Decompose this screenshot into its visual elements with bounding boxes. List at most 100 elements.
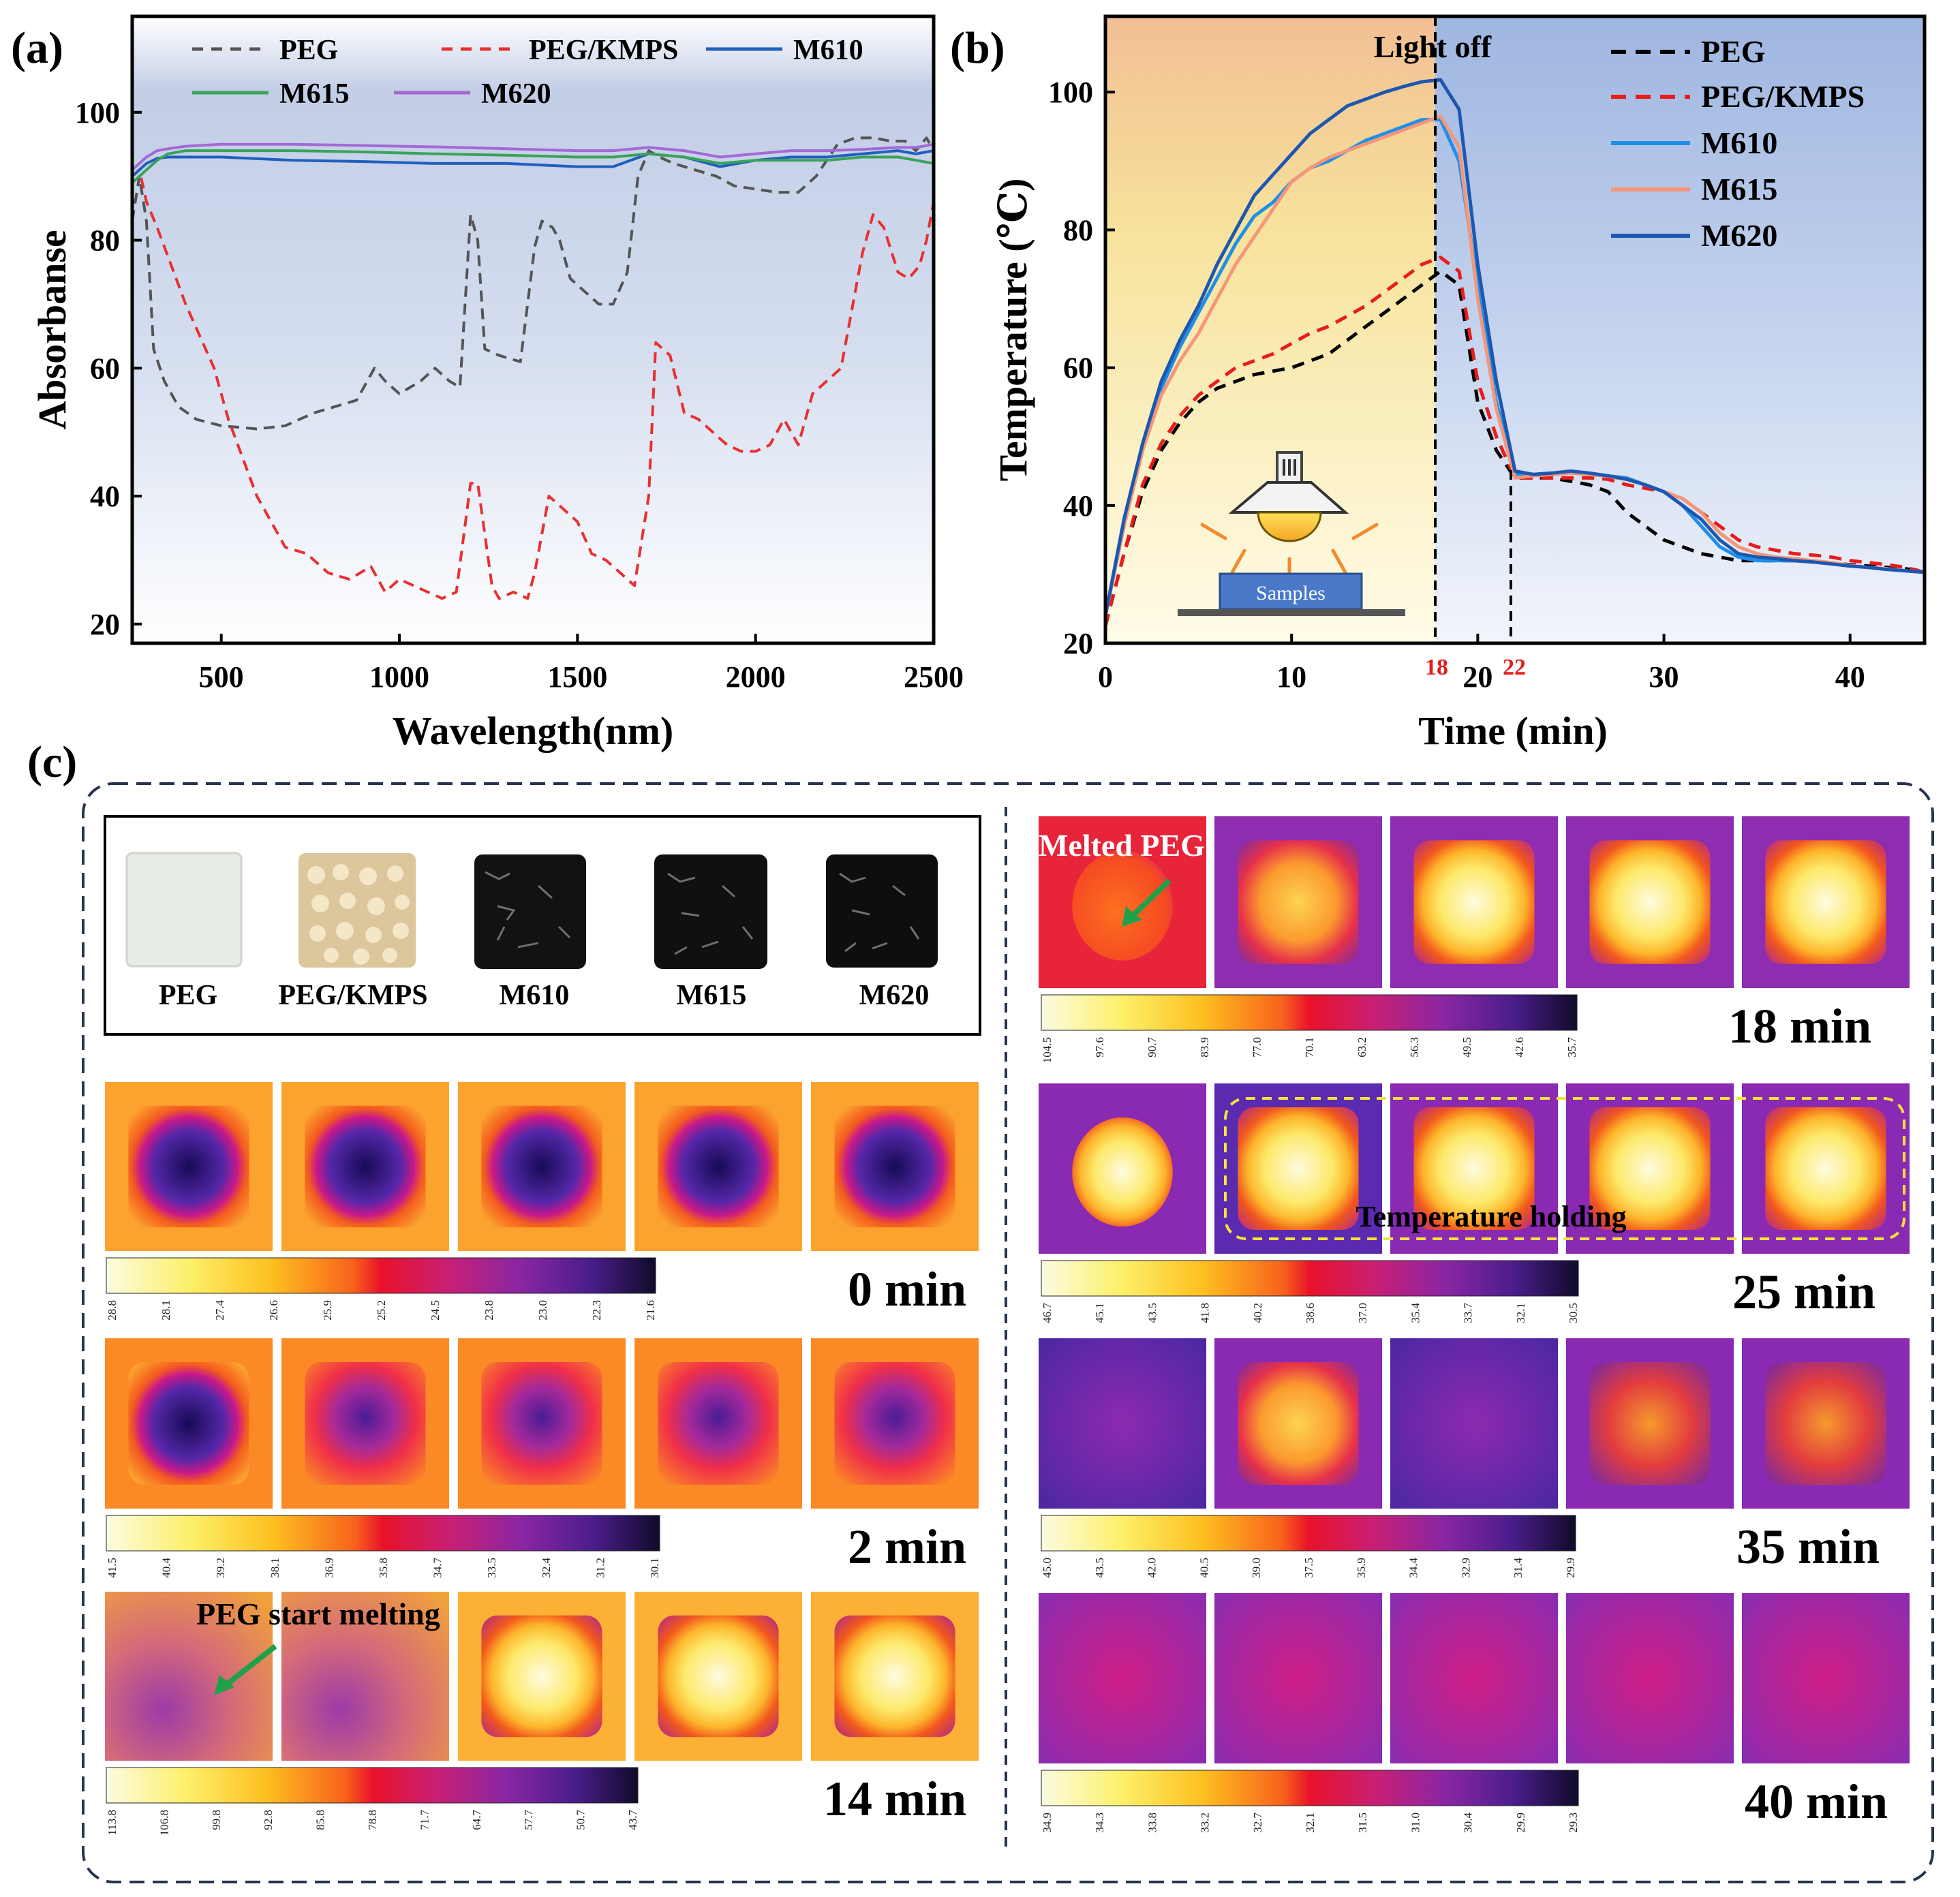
color-scale-bar: [1041, 994, 1578, 1031]
color-scale-tick: 39.0: [1250, 1558, 1263, 1578]
thermal-sample-spot: [834, 1615, 955, 1738]
thermal-sample-spot: [1072, 850, 1173, 961]
color-scale-tick: 43.5: [1093, 1558, 1106, 1578]
color-scale-tick: 35.8: [377, 1558, 390, 1578]
color-scale-tick: 43.5: [1146, 1303, 1159, 1323]
time-label: 2 min: [848, 1520, 966, 1574]
panel-c-frame: [82, 782, 1934, 1883]
lamp-shade: [1228, 481, 1349, 514]
thermal-sample-spot: [834, 1362, 955, 1485]
x-tick-label: 30: [1649, 660, 1679, 694]
note-arrow-head: [1122, 906, 1142, 927]
legend-label-m620: M620: [481, 78, 551, 110]
plot-frame-b: [1103, 14, 1927, 645]
color-scale-tick: 41.5: [106, 1558, 119, 1578]
x-axis-ticks-a: 500 1000 1500 2000 2500: [199, 634, 964, 694]
color-scale-tick: 31.2: [594, 1558, 607, 1578]
color-scale-tick: 64.7: [470, 1810, 483, 1830]
note-arrow: [1129, 878, 1172, 919]
color-scale-tick: 40.5: [1197, 1558, 1210, 1578]
sample-photos: [125, 852, 938, 969]
color-scale-tick: 63.2: [1356, 1037, 1368, 1058]
color-scale-tick: 31.5: [1356, 1813, 1369, 1833]
series-line-peg: [131, 136, 935, 431]
color-scale-tick: 23.8: [483, 1300, 495, 1321]
thermal-sample-spot: [658, 1362, 779, 1485]
thermal-row-25-min: 46.7 45.1 43.5 41.8 40.2 38.6 37.0 35.4 33.7 32.1…: [1039, 1083, 1910, 1323]
time-label: 18 min: [1728, 999, 1871, 1053]
color-scale-bar: [1041, 1515, 1576, 1552]
color-scale-tick: 56.3: [1408, 1037, 1421, 1058]
legend-label-peg-kmps: PEG/KMPS: [529, 35, 678, 66]
note-melted-peg: Melted PEG: [1039, 828, 1205, 863]
color-scale-tick: 78.8: [366, 1810, 379, 1830]
color-scale-tick: 77.0: [1251, 1037, 1264, 1058]
color-scale-tick: 90.7: [1146, 1037, 1159, 1058]
color-scale-tick: 30.1: [648, 1558, 661, 1578]
thermal-sample-spot: [1039, 1338, 1206, 1509]
thermal-row-18-min: 104.5 97.6 90.7 83.9 77.0 70.1 63.2 56.3 49.5 42.…: [1039, 816, 1910, 1063]
sample-stage: [1178, 609, 1405, 616]
y-tick-label: 40: [90, 480, 120, 513]
thermal-sample-spot: [1765, 1107, 1886, 1230]
color-scale-tick: 92.8: [262, 1810, 275, 1830]
color-scale-tick: 45.1: [1093, 1303, 1106, 1323]
thermal-sample-spot: [1589, 1362, 1711, 1485]
thermal-row-0-min: 28.8 28.1 27.4 26.6 25.9 25.2 24.5 23.8 23.0 22.3…: [105, 1082, 979, 1321]
thermal-sample-spot: [1072, 1117, 1173, 1227]
color-scale-tick: 30.4: [1462, 1813, 1475, 1833]
photo-peg-kmps: [298, 853, 416, 968]
color-scale-tick: 71.7: [418, 1810, 431, 1830]
color-scale-tick: 45.0: [1041, 1558, 1054, 1578]
color-scale-tick: 35.4: [1409, 1303, 1422, 1323]
y-tick-label: 20: [1063, 627, 1093, 660]
x-tick-label: 20: [1463, 660, 1492, 694]
time-marker-18: 18: [1425, 655, 1448, 680]
color-scale-tick: 33.7: [1462, 1303, 1475, 1323]
color-scale-tick: 32.1: [1514, 1303, 1527, 1323]
color-scale-tick: 85.8: [314, 1810, 327, 1830]
photo-m610: [474, 854, 586, 969]
photo-black-texture: [485, 871, 920, 955]
color-scale-tick: 43.7: [626, 1810, 639, 1830]
color-scale-tick: 106.8: [157, 1810, 170, 1836]
color-scale-tick: 83.9: [1198, 1037, 1211, 1058]
photo-peg-kmps-texture: [307, 864, 410, 965]
thermal-sample-spot: [128, 1105, 249, 1228]
time-label: 40 min: [1745, 1774, 1888, 1829]
lamp-bulb: [1257, 511, 1322, 542]
y-tick-label: 40: [1063, 489, 1093, 523]
note-peg-start-melting: PEG start melting: [196, 1597, 440, 1631]
y-axis-ticks-b: 20 40 60 80 100: [1048, 76, 1115, 660]
color-scale-tick: 25.2: [375, 1300, 388, 1321]
x-tick-label: 500: [199, 660, 244, 694]
thermal-sample-spot: [1589, 840, 1711, 964]
color-scale-tick: 23.0: [536, 1300, 549, 1321]
x-tick-label: 2000: [726, 660, 786, 694]
light-off-region: [1435, 16, 1925, 643]
color-scale-tick: 30.5: [1567, 1303, 1580, 1323]
time-label: 14 min: [823, 1772, 966, 1826]
thermal-sample-spot: [1214, 1593, 1382, 1763]
thermal-sample-spot: [105, 1592, 273, 1761]
x-tick-label: 0: [1098, 660, 1113, 694]
thermal-sample-spot: [281, 1592, 449, 1761]
color-scale-tick: 22.3: [590, 1300, 603, 1321]
series-line-m615: [131, 149, 934, 184]
color-scale-tick: 32.1: [1304, 1813, 1317, 1833]
samples-block: [1219, 572, 1363, 611]
color-scale-tick: 113.8: [106, 1810, 119, 1836]
color-scale-tick: 33.5: [485, 1558, 498, 1578]
thermal-sample-spot: [1413, 1107, 1535, 1230]
x-tick-label: 1000: [369, 660, 429, 694]
thermal-imaging-panel: (c) PEG PEG/KMPS M610 M615 M620 2: [27, 737, 1934, 1883]
color-scale-tick: 57.7: [522, 1810, 535, 1830]
color-scale-tick: 70.1: [1303, 1037, 1316, 1058]
thermal-row-2-min: 41.5 40.4 39.2 38.1 36.9 35.8 34.7 33.5 32.4 31.2…: [105, 1338, 979, 1578]
color-scale-bar: [1041, 1770, 1579, 1806]
color-scale-tick: 37.5: [1302, 1558, 1315, 1578]
color-scale-tick: 34.3: [1093, 1813, 1106, 1833]
color-scale-tick: 29.9: [1514, 1813, 1527, 1833]
x-tick-label: 2500: [904, 660, 964, 694]
legend-label-m615: M615: [279, 78, 350, 110]
